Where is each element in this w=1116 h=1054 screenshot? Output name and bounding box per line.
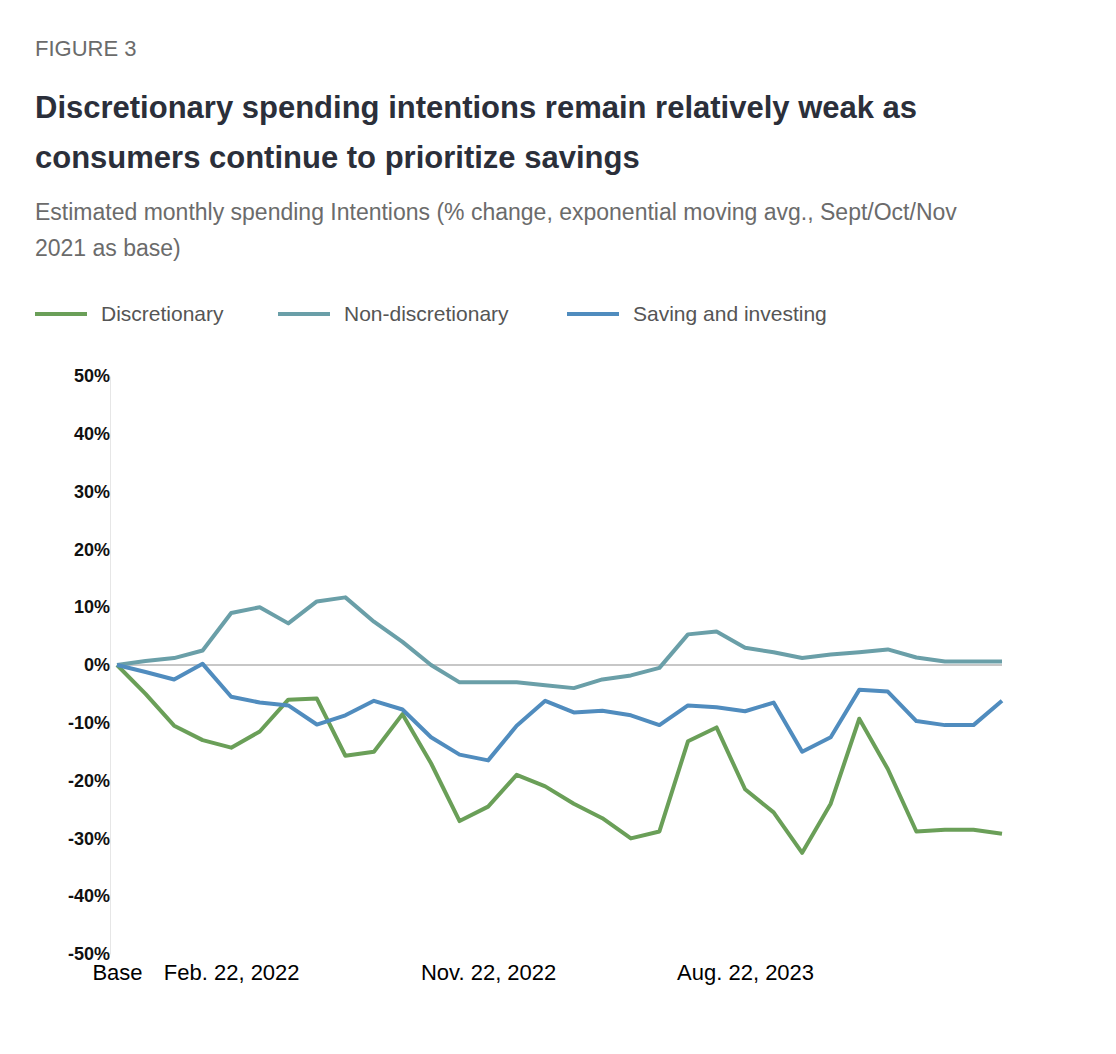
- y-tick: -40%: [68, 886, 110, 906]
- series-line: [117, 597, 1002, 688]
- y-tick: 50%: [74, 366, 110, 386]
- legend-swatch: [567, 312, 619, 316]
- y-tick-label: 20%: [74, 540, 110, 560]
- legend-item: Discretionary: [35, 302, 224, 325]
- series-line: [117, 665, 1002, 853]
- y-tick: 10%: [74, 597, 110, 617]
- text-line: Discretionary spending intentions remain…: [35, 90, 917, 125]
- zero-line: [117, 664, 1002, 666]
- y-axis-line: [110, 377, 111, 955]
- legend-item: Non-discretionary: [278, 302, 509, 325]
- legend-swatch: [35, 312, 87, 316]
- x-axis: Base Feb. 22, 2022 Nov. 22, 2022 Aug. 22, 2…: [92, 958, 1002, 985]
- y-tick-label: -10%: [68, 713, 110, 733]
- title: Discretionary spending intentions remain…: [35, 90, 917, 175]
- x-tick-label: Aug. 22, 2023: [677, 960, 814, 985]
- legend-item: Saving and investing: [567, 302, 827, 325]
- text-line: 2021 as base): [35, 235, 181, 261]
- x-tick-label: Feb. 22, 2022: [164, 960, 300, 985]
- y-tick-label: 0%: [84, 655, 110, 675]
- x-tick-label: Base: [92, 960, 142, 985]
- x-tick: Aug. 22, 2023: [677, 958, 814, 985]
- figure-label: FIGURE 3: [35, 36, 136, 61]
- y-tick-label: -20%: [68, 771, 110, 791]
- y-tick: 30%: [74, 482, 110, 502]
- y-tick: 20%: [74, 540, 110, 560]
- y-tick-label: 30%: [74, 482, 110, 502]
- text-line: consumers continue to prioritize savings: [35, 140, 640, 175]
- legend-swatch: [278, 312, 330, 316]
- y-tick: 0%: [84, 655, 110, 675]
- legend: Discretionary Non-discretionary Saving and…: [35, 302, 827, 325]
- x-tick: Nov. 22, 2022: [421, 958, 556, 985]
- y-tick-label: -30%: [68, 829, 110, 849]
- reference-lines: [117, 665, 1002, 666]
- x-tick: Base: [92, 958, 142, 985]
- y-tick-label: 10%: [74, 597, 110, 617]
- series-lines: [117, 597, 1002, 852]
- x-tick: Feb. 22, 2022: [164, 958, 300, 985]
- subtitle: Estimated monthly spending Intentions (%…: [35, 199, 957, 261]
- y-tick: 40%: [74, 424, 110, 444]
- y-axis: 50%40%30%20%10%0%-10%-20%-30%-40%-50%: [68, 366, 111, 964]
- y-tick: -10%: [68, 713, 110, 733]
- legend-label: Discretionary: [101, 302, 224, 325]
- text-line: Estimated monthly spending Intentions (%…: [35, 199, 957, 225]
- series-line: [117, 664, 1002, 761]
- y-tick-label: 40%: [74, 424, 110, 444]
- x-tick-label: Nov. 22, 2022: [421, 960, 556, 985]
- y-tick: -30%: [68, 829, 110, 849]
- y-tick-label: 50%: [74, 366, 110, 386]
- y-tick: -20%: [68, 771, 110, 791]
- chart: FIGURE 3 Discretionary spending intention…: [0, 0, 1116, 1054]
- legend-label: Saving and investing: [633, 302, 827, 325]
- y-tick-label: -40%: [68, 886, 110, 906]
- legend-label: Non-discretionary: [344, 302, 509, 325]
